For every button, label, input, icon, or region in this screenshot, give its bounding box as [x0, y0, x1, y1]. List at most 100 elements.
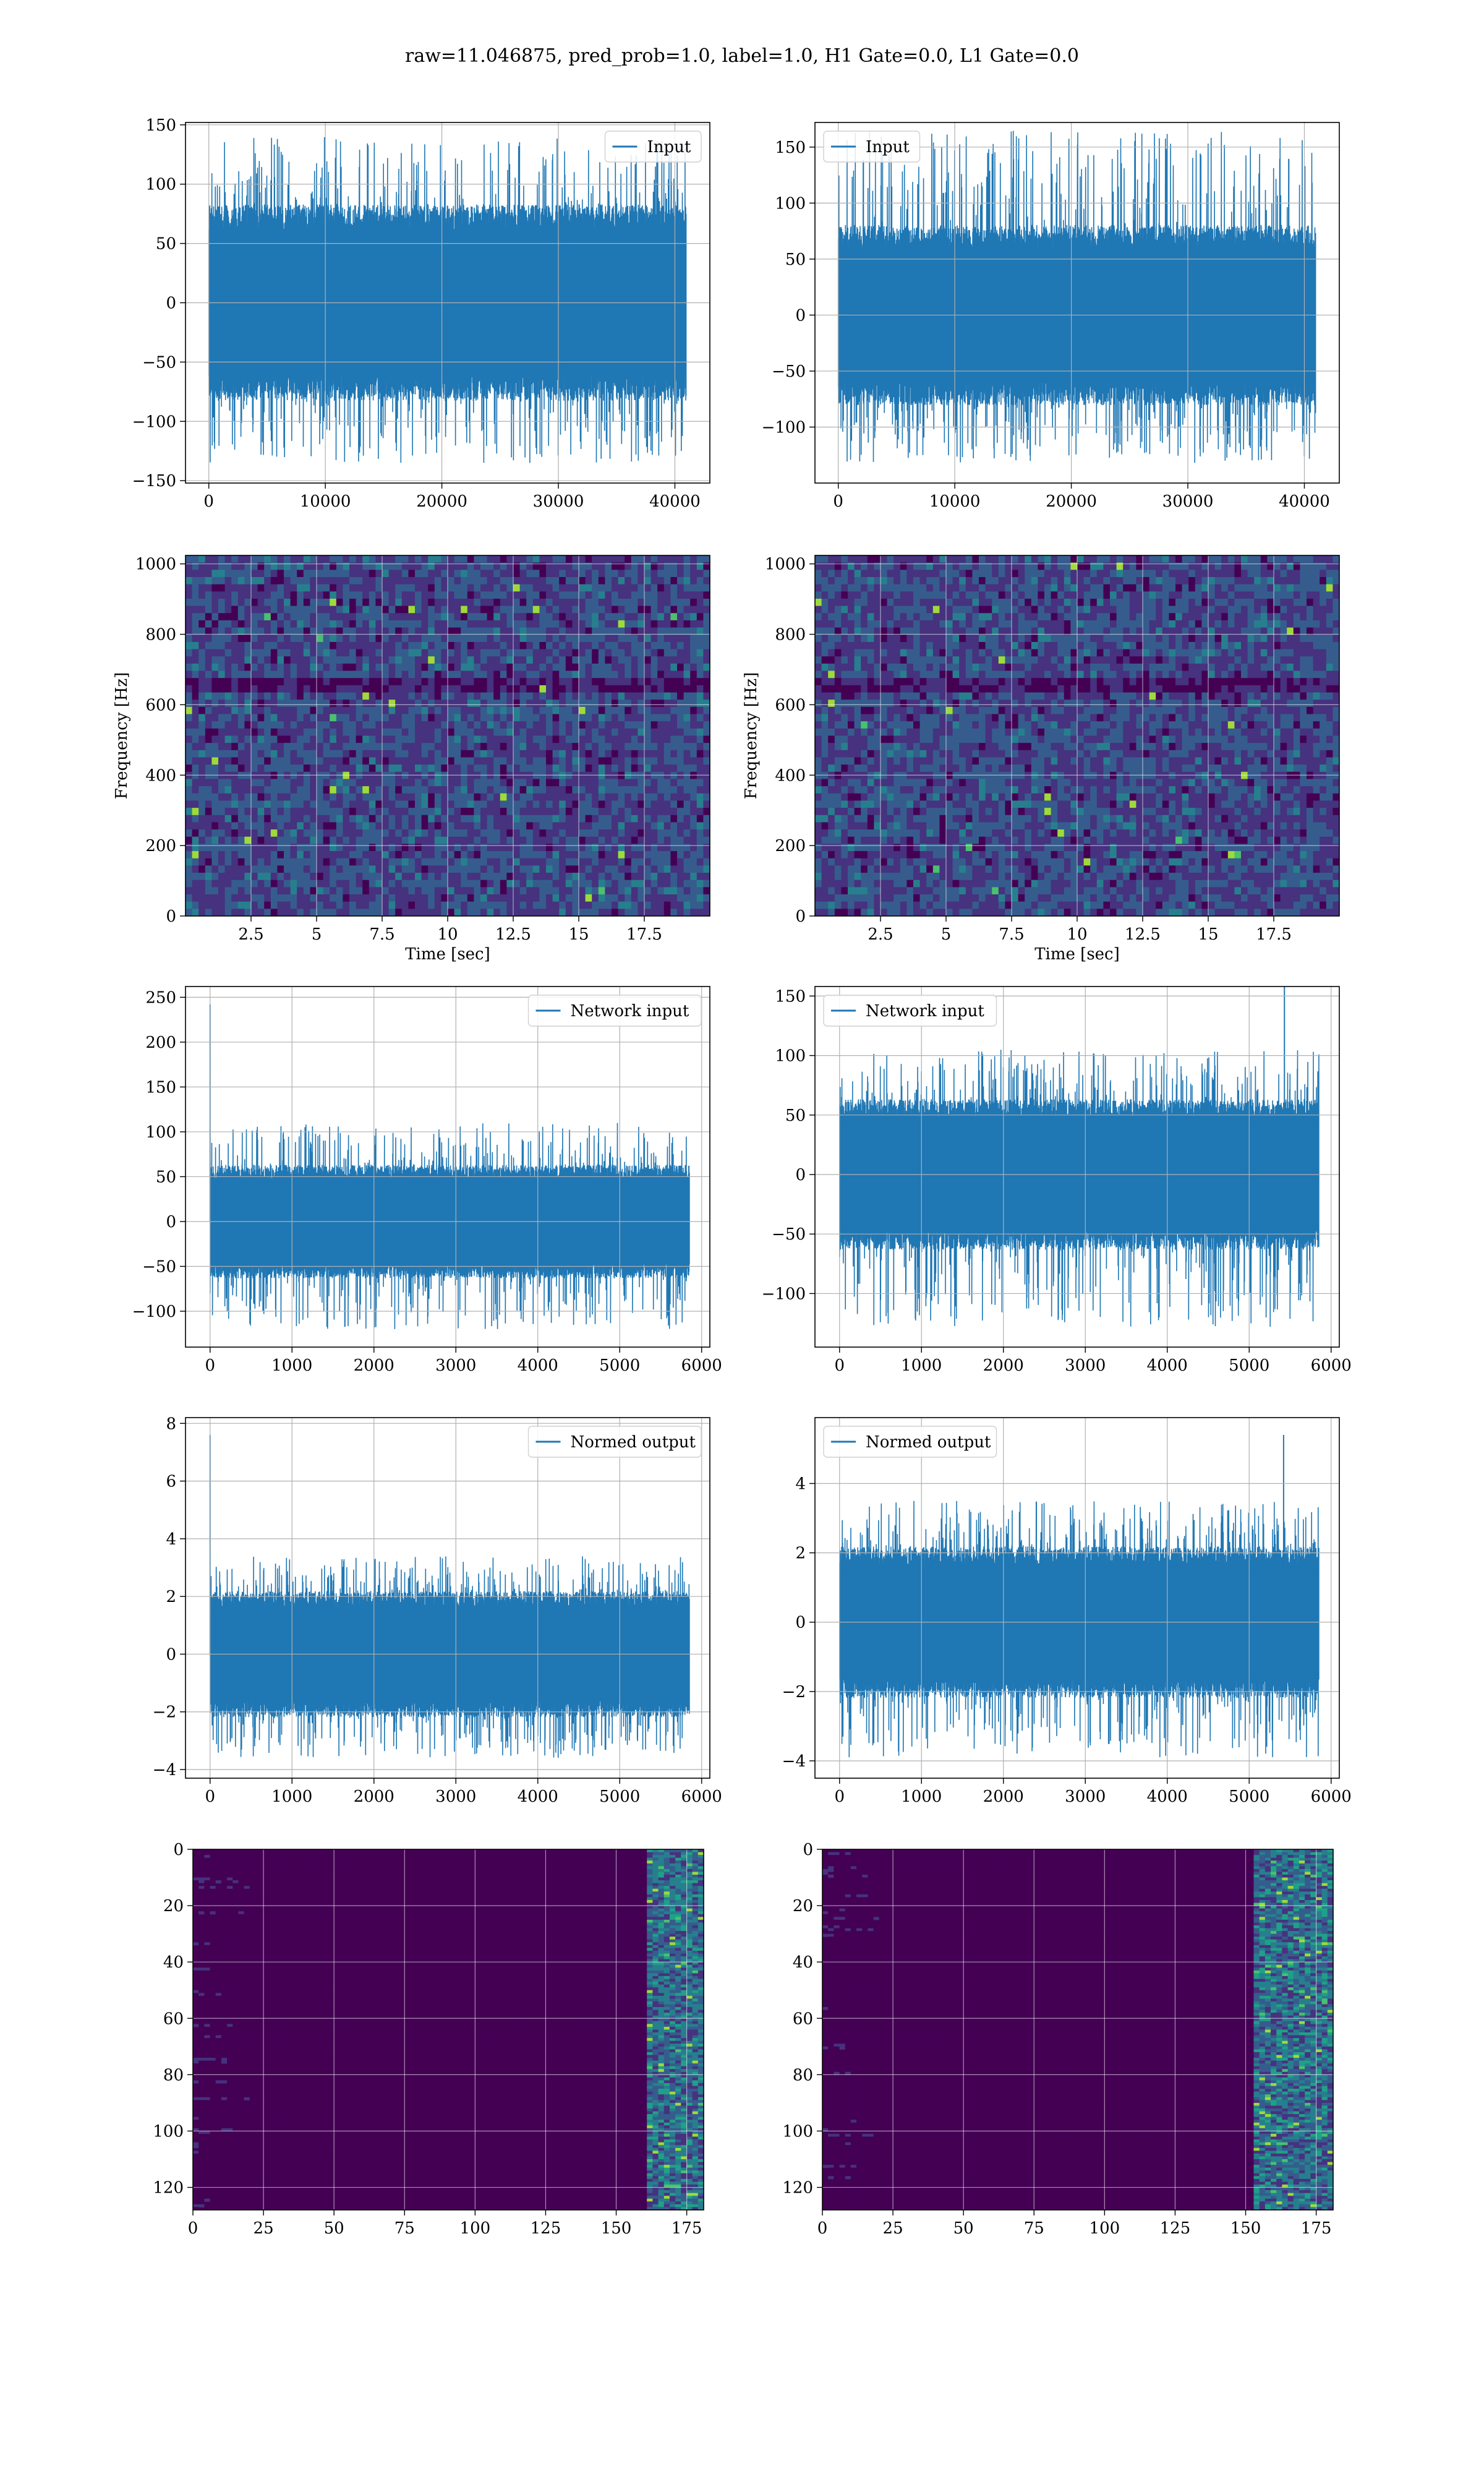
- h1-spectrogram-cell: [382, 598, 390, 607]
- h1-spectrogram-cell: [421, 800, 429, 808]
- l1-spectrogram-cell: [848, 873, 855, 881]
- h1-spectrogram-cell: [506, 678, 514, 686]
- h1-spectrogram-cell: [323, 836, 330, 844]
- l1-spectrogram-cell: [867, 909, 874, 916]
- h1-spectrogram-cell: [670, 728, 678, 736]
- h1-spectrogram-cell: [356, 829, 363, 837]
- h1-spectrogram-cell: [663, 743, 671, 751]
- h1-spectrogram-cell: [277, 692, 284, 700]
- l1-spectrogram-cell: [913, 743, 921, 751]
- h1-spectrogram-cell: [323, 555, 330, 563]
- h1-spectrogram-cell: [592, 750, 599, 758]
- h1-spectrogram-cell: [369, 641, 376, 650]
- h1-spectrogram-cell: [572, 743, 579, 751]
- h1-spectrogram-cell: [251, 894, 258, 902]
- h1-spectrogram-cell: [683, 576, 691, 585]
- h1-spectrogram-cell: [513, 562, 521, 570]
- h1-spectrogram-cell: [631, 894, 638, 902]
- l1-spectrogram-cell: [919, 656, 927, 664]
- l1-spectrogram-cell: [913, 865, 921, 873]
- h1-spectrogram-cell: [237, 750, 245, 758]
- h1-spectrogram-cell: [211, 764, 219, 773]
- h1-spectrogram-cell: [323, 764, 330, 773]
- l1-spectrogram-cell: [834, 822, 842, 830]
- h1-spectrogram-cell: [612, 865, 619, 873]
- h1-spectrogram-cell: [257, 670, 265, 678]
- h1-spectrogram-cell: [493, 844, 501, 852]
- h1-spectrogram-cell: [696, 678, 704, 686]
- h1-spectrogram-cell: [592, 808, 599, 816]
- h1-spectrogram-cell: [421, 627, 429, 635]
- h1-spectrogram-cell: [277, 706, 284, 715]
- h1-spectrogram-cell: [677, 728, 684, 736]
- h1-spectrogram-cell: [670, 836, 678, 844]
- h1-spectrogram-cell: [218, 829, 226, 837]
- h1-spectrogram-cell: [375, 598, 383, 607]
- h1-spectrogram-cell: [519, 613, 527, 621]
- h1-spectrogram-cell: [532, 728, 540, 736]
- h1-spectrogram-cell: [237, 779, 245, 787]
- l1-spectrogram-cell: [821, 570, 829, 578]
- h1-spectrogram-cell: [198, 793, 206, 801]
- h1-spectrogram-cell: [356, 555, 363, 563]
- h1-spectrogram-cell: [625, 721, 632, 729]
- h1-spectrogram-cell: [198, 606, 206, 614]
- h1-spectrogram-cell: [546, 620, 553, 628]
- l1-spectrogram-cell: [900, 779, 907, 787]
- h1-spectrogram-cell: [579, 844, 586, 852]
- h1-spectrogram-cell: [336, 829, 343, 837]
- h1-spectrogram-cell: [395, 844, 403, 852]
- l1-spectrogram-cell: [815, 721, 822, 729]
- h1-spectrogram-cell: [670, 786, 678, 794]
- l1-spectrogram-cell: [906, 901, 914, 909]
- h1-spectrogram-cell: [343, 822, 350, 830]
- h1-spectrogram-cell: [198, 800, 206, 808]
- h1-spectrogram-cell: [696, 800, 704, 808]
- h1-spectrogram-cell: [251, 822, 258, 830]
- h1-spectrogram-cell: [415, 901, 422, 909]
- h1-spectrogram-cell: [579, 865, 586, 873]
- l1-spectrogram-cell: [841, 598, 848, 607]
- h1-input-xtick-label: 0: [203, 492, 214, 511]
- h1-spectrogram-cell: [317, 641, 324, 650]
- h1-spectrogram-cell: [382, 656, 390, 664]
- h1-spectrogram-cell: [506, 598, 514, 607]
- h1-spectrogram-cell: [605, 678, 612, 686]
- l1-spectrogram-cell: [867, 800, 874, 808]
- h1-spectrogram-cell: [592, 721, 599, 729]
- h1-spectrogram-cell: [375, 641, 383, 650]
- h1-spectrogram-cell: [297, 670, 304, 678]
- h1-spectrogram-cell: [395, 822, 403, 830]
- h1-spectrogram-cell: [323, 771, 330, 779]
- h1-spectrogram-cell: [638, 808, 645, 816]
- h1-spectrogram-cell: [192, 714, 199, 722]
- h1-spectrogram-cell: [474, 764, 481, 773]
- h1-spectrogram-cell: [395, 808, 403, 816]
- h1-spectrogram-cell: [205, 656, 212, 664]
- h1-spectrogram-cell: [192, 735, 199, 743]
- h1-spectrogram-cell: [552, 909, 560, 916]
- h1-spectrogram-cell: [585, 822, 592, 830]
- h1-spectrogram-cell: [500, 678, 507, 686]
- l1-spectrogram-cell: [848, 858, 855, 866]
- l1-spectrogram-cell: [913, 613, 921, 621]
- h1-spectrogram-cell: [480, 670, 488, 678]
- h1-spectrogram-cell: [290, 627, 297, 635]
- h1-spectrogram-cell: [631, 901, 638, 909]
- h1-spectrogram-cell: [461, 627, 468, 635]
- h1-spectrogram-cell: [428, 670, 435, 678]
- h1-spectrogram-cell: [362, 764, 370, 773]
- h1-spectrogram-cell: [480, 822, 488, 830]
- h1-spectrogram-cell: [454, 829, 461, 837]
- l1-spectrogram-cell: [919, 844, 927, 852]
- h1-spectrogram-cell: [506, 836, 514, 844]
- h1-spectrogram-cell: [349, 808, 357, 816]
- h1-spectrogram-cell: [356, 771, 363, 779]
- h1-spectrogram-cell: [454, 880, 461, 888]
- h1-spectrogram-cell: [441, 656, 448, 664]
- l1-spectrogram-cell: [900, 685, 907, 693]
- h1-spectrogram-cell: [343, 757, 350, 765]
- l1-spectrogram-cell: [841, 670, 848, 678]
- h1-spectrogram-cell: [592, 700, 599, 708]
- h1-spectrogram-cell: [434, 576, 441, 585]
